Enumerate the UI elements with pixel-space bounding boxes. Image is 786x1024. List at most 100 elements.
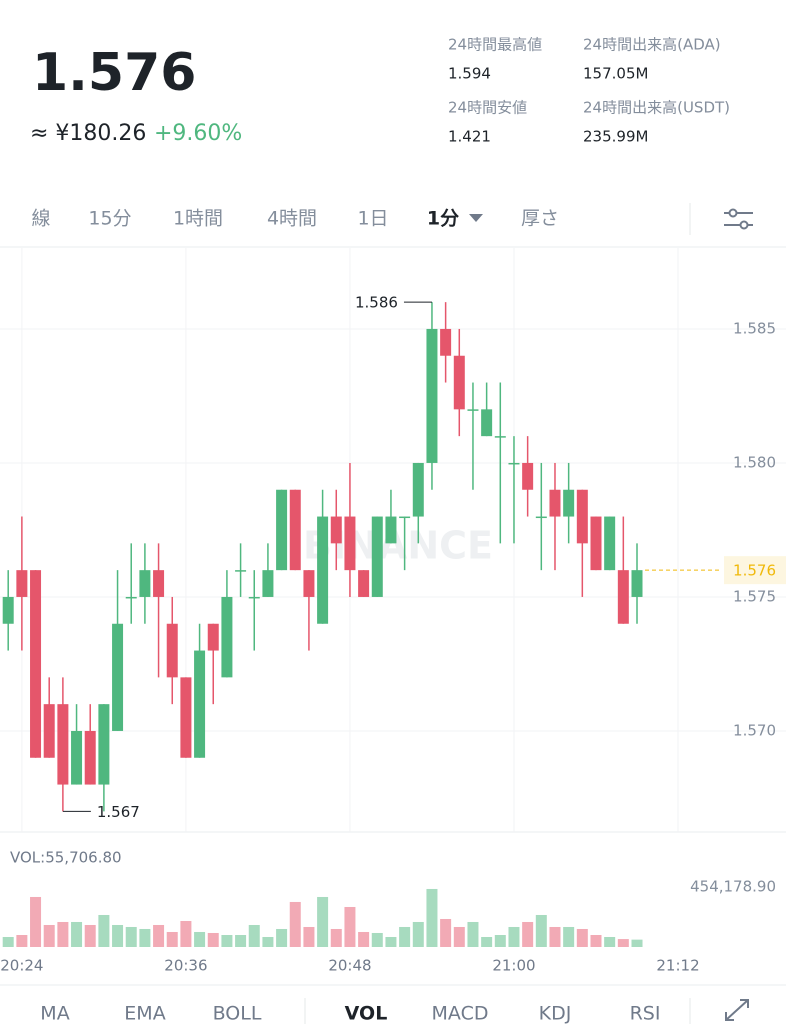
volume-bar [330, 928, 342, 947]
volume-bar [84, 924, 96, 947]
tab[interactable]: 4時間 [267, 208, 317, 230]
fullscreen-icon[interactable] [725, 999, 749, 1021]
x-tick-label: 21:12 [656, 957, 699, 975]
volume-bar [153, 924, 165, 947]
candle-body [522, 462, 534, 490]
volume-bar [112, 924, 124, 947]
volume-bar [385, 936, 397, 947]
volume-bar [494, 935, 506, 947]
last-price-box [724, 556, 786, 585]
y-tick-label: 1.575 [733, 587, 776, 605]
x-tick-label: 20:36 [164, 957, 207, 975]
tab[interactable]: 線 [31, 208, 50, 230]
volume-bar [344, 906, 356, 947]
stat-value: 1.421 [448, 128, 491, 146]
candle-body [426, 328, 438, 463]
volume-bar [467, 921, 479, 947]
settings-icon[interactable] [724, 208, 753, 230]
candle-body [549, 489, 561, 517]
candle-body [508, 462, 520, 465]
candle-body [317, 516, 329, 624]
tab[interactable]: 15分 [88, 208, 131, 230]
volume-bar [399, 926, 411, 947]
volume-bar [563, 926, 575, 947]
candle-body [467, 409, 479, 411]
volume-bar [207, 932, 219, 947]
y-tick-label: 1.585 [733, 319, 776, 337]
stat-label: 24時間出来高(ADA) [583, 36, 721, 54]
volume-bar [426, 888, 438, 947]
candle-body [631, 570, 643, 597]
y-tick-label: 1.580 [733, 453, 776, 471]
candle-body [112, 623, 124, 731]
cny-price: ≈ ¥180.26 [30, 121, 146, 146]
volume-bar [604, 936, 616, 947]
candle-body [276, 489, 288, 571]
candle-body [98, 704, 110, 785]
candle-body [344, 516, 356, 571]
candle-body [358, 570, 370, 597]
volume-bar [617, 939, 629, 947]
candle-body [289, 489, 301, 571]
volume-bar [289, 901, 301, 947]
candle-body [385, 516, 397, 544]
candle-body [453, 355, 465, 410]
volume-bar [139, 928, 151, 947]
indicator-tab[interactable]: EMA [124, 1003, 165, 1024]
stat-value: 235.99M [583, 128, 648, 146]
x-tick-label: 20:48 [328, 957, 371, 975]
tab[interactable]: 厚さ [521, 208, 559, 230]
annotation-label: 1.567 [97, 803, 140, 821]
candle-body [248, 596, 260, 599]
stat-value: 1.594 [448, 65, 491, 83]
indicator-tab[interactable]: KDJ [539, 1003, 572, 1024]
volume-bar [98, 914, 110, 947]
stat-value: 157.05M [583, 65, 648, 83]
candle-body [43, 704, 55, 758]
indicator-tab[interactable]: MACD [432, 1003, 489, 1024]
volume-bar [535, 914, 547, 947]
candle-body [30, 570, 42, 758]
candle-body [590, 516, 602, 571]
tab[interactable]: 1時間 [173, 208, 223, 230]
x-tick-label: 20:24 [0, 957, 43, 975]
volume-bar [508, 926, 520, 947]
volume-title: VOL:55,706.80 [10, 849, 122, 867]
change-percent: +9.60% [154, 121, 242, 146]
volume-bar [30, 896, 42, 947]
candle-body [71, 730, 83, 785]
volume-bar [371, 932, 383, 947]
indicator-tab[interactable]: BOLL [213, 1003, 262, 1024]
candle-body [617, 570, 629, 624]
candle-body [194, 650, 206, 758]
candle-body [235, 570, 247, 572]
volume-bar [235, 935, 247, 947]
candle-body [303, 570, 315, 597]
volume-bar [221, 935, 233, 947]
last-price-label: 1.576 [733, 562, 776, 580]
volume-bar [43, 924, 55, 947]
tab-active[interactable]: 1分 [427, 208, 459, 230]
dropdown-arrow[interactable] [469, 214, 483, 222]
volume-bar [57, 921, 69, 947]
indicator-tab-active[interactable]: VOL [345, 1003, 388, 1024]
volume-bar [166, 931, 178, 947]
candle-body [440, 328, 452, 356]
candle-body [125, 596, 137, 599]
volume-bar [248, 924, 260, 947]
candle-body [481, 409, 493, 437]
candle-body [604, 516, 616, 571]
volume-bar [276, 928, 288, 947]
candle-body [371, 516, 383, 597]
candle-body [84, 730, 96, 785]
indicator-tab[interactable]: RSI [630, 1003, 661, 1024]
tab[interactable]: 1日 [357, 208, 388, 230]
candle-body [221, 596, 233, 678]
volume-bar [358, 931, 370, 947]
volume-bar [481, 936, 493, 947]
candle-body [207, 623, 219, 651]
candle-body [180, 677, 192, 758]
indicator-tab[interactable]: MA [40, 1003, 69, 1024]
